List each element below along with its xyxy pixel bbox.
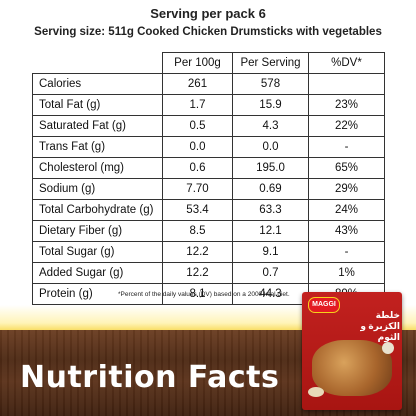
nutrient-name: Calories (32, 73, 163, 95)
nutrition-facts-title: Nutrition Facts (20, 360, 280, 395)
per100-value: 0.0 (162, 136, 233, 158)
nutrient-name: Total Fat (g) (32, 94, 163, 116)
per-serving-value: 0.69 (232, 178, 309, 200)
table-row: Total Sugar (g) 12.2 9.1 - (32, 241, 385, 263)
nutrient-name: Trans Fat (g) (32, 136, 163, 158)
col-header-per100: Per 100g (162, 52, 233, 74)
serving-per-pack: Serving per pack 6 (150, 6, 266, 21)
per100-value: 53.4 (162, 199, 233, 221)
product-pack-image: MAGGI خلطة الكزبرة و الثوم (302, 292, 402, 410)
per-serving-value: 12.1 (232, 220, 309, 242)
per100-value: 0.5 (162, 115, 233, 137)
per100-value: 12.2 (162, 241, 233, 263)
per-serving-value: 9.1 (232, 241, 309, 263)
per-serving-value: 0.7 (232, 262, 309, 284)
table-row: Total Carbohydrate (g) 53.4 63.3 24% (32, 199, 385, 221)
table-row: Dietary Fiber (g) 8.5 12.1 43% (32, 220, 385, 242)
dv-value: 65% (308, 157, 385, 179)
per100-value: 1.7 (162, 94, 233, 116)
table-row: Saturated Fat (g) 0.5 4.3 22% (32, 115, 385, 137)
col-header-dv: %DV* (308, 52, 385, 74)
per-serving-value: 195.0 (232, 157, 309, 179)
table-row: Sodium (g) 7.70 0.69 29% (32, 178, 385, 200)
per100-value: 8.5 (162, 220, 233, 242)
dv-footnote: *Percent of the daily values (DV) based … (118, 291, 290, 298)
nutrient-name: Total Sugar (g) (32, 241, 163, 263)
pack-arabic-title: خلطة الكزبرة و الثوم (360, 310, 400, 342)
table-header-row: Per 100g Per Serving %DV* (32, 52, 385, 74)
per-serving-value: 15.9 (232, 94, 309, 116)
nutrient-name: Cholesterol (mg) (32, 157, 163, 179)
header-blank (32, 52, 163, 74)
dv-value: 23% (308, 94, 385, 116)
per100-value: 7.70 (162, 178, 233, 200)
nutrient-name: Total Carbohydrate (g) (32, 199, 163, 221)
table-row: Added Sugar (g) 12.2 0.7 1% (32, 262, 385, 284)
dv-value: - (308, 241, 385, 263)
dv-value: 29% (308, 178, 385, 200)
per100-value: 261 (162, 73, 233, 95)
brand-logo: MAGGI (308, 297, 340, 313)
per-serving-value: 4.3 (232, 115, 309, 137)
table-row: Trans Fat (g) 0.0 0.0 - (32, 136, 385, 158)
per-serving-value: 578 (232, 73, 309, 95)
dv-value: 24% (308, 199, 385, 221)
spice-garnish (308, 387, 324, 397)
dv-value: 43% (308, 220, 385, 242)
dv-value: 1% (308, 262, 385, 284)
serving-size: Serving size: 511g Cooked Chicken Drumst… (34, 26, 382, 38)
nutrient-name: Sodium (g) (32, 178, 163, 200)
per100-value: 12.2 (162, 262, 233, 284)
per-serving-value: 44.3 (232, 283, 309, 305)
table-row: Total Fat (g) 1.7 15.9 23% (32, 94, 385, 116)
garlic-garnish (382, 342, 394, 354)
col-header-per-serving: Per Serving (232, 52, 309, 74)
nutrient-name: Dietary Fiber (g) (32, 220, 163, 242)
dv-value (308, 73, 385, 95)
nutrition-table: Per 100g Per Serving %DV* Calories 261 5… (32, 52, 385, 305)
per-serving-value: 63.3 (232, 199, 309, 221)
per100-value: 0.6 (162, 157, 233, 179)
header: Serving per pack 6 Serving size: 511g Co… (0, 6, 416, 40)
table-row: Calories 261 578 (32, 73, 385, 95)
per-serving-value: 0.0 (232, 136, 309, 158)
nutrient-name: Saturated Fat (g) (32, 115, 163, 137)
dv-value: - (308, 136, 385, 158)
table-row: Cholesterol (mg) 0.6 195.0 65% (32, 157, 385, 179)
dv-value: 22% (308, 115, 385, 137)
chicken-drumstick-image (312, 340, 392, 396)
nutrient-name: Protein (g) (32, 283, 163, 305)
nutrient-name: Added Sugar (g) (32, 262, 163, 284)
